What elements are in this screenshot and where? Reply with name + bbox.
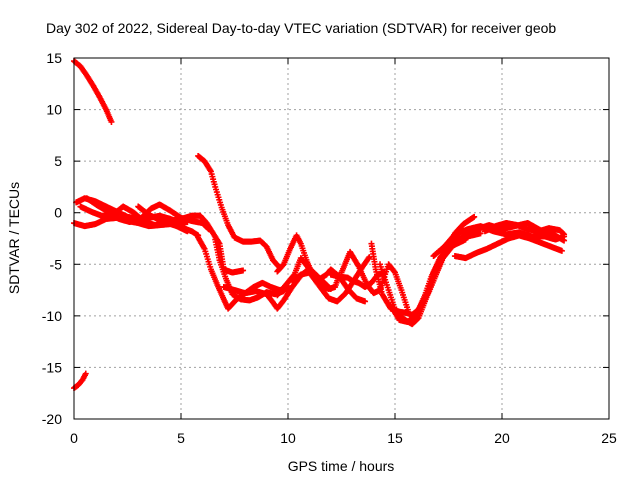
y-tick-label: -15 [42, 359, 62, 375]
plot-frame [73, 57, 610, 420]
grid-layer [74, 58, 609, 419]
x-tick-label: 5 [177, 430, 185, 446]
y-tick-label: -5 [50, 256, 63, 272]
y-tick-label: 5 [54, 153, 62, 169]
data-point [184, 228, 191, 235]
data-point [477, 230, 484, 237]
y-tick-label: -10 [42, 308, 62, 324]
series-arc-8 [195, 152, 283, 271]
x-tick-label: 20 [494, 430, 510, 446]
x-tick-label: 10 [280, 430, 296, 446]
data-point [560, 230, 567, 237]
y-tick-label: 15 [46, 50, 62, 66]
data-point [365, 255, 372, 262]
data-point [240, 267, 247, 274]
data-point [561, 237, 568, 244]
x-tick-label: 25 [601, 430, 617, 446]
data-point [471, 213, 478, 220]
tick-layer: 0 5 10 15 20 25 -20 -15 -10 -5 0 5 10 15 [42, 50, 617, 446]
data-point [561, 231, 568, 238]
y-tick-label: 0 [54, 205, 62, 221]
series-arc-9 [195, 234, 291, 312]
data-point [362, 298, 369, 305]
y-axis-label: SDTVAR / TECUs [6, 182, 22, 294]
data-point [108, 118, 115, 125]
data-layer [71, 58, 568, 392]
data-point [558, 247, 565, 254]
y-tick-label: -20 [42, 411, 62, 427]
x-axis-label: GPS time / hours [288, 458, 395, 474]
chart-title: Day 302 of 2022, Sidereal Day-to-day VTE… [46, 20, 556, 36]
series-arc-23 [451, 232, 565, 262]
series-arc-1 [71, 58, 115, 125]
data-point [391, 268, 398, 275]
series-arc-24 [481, 220, 568, 238]
y-tick-label: 10 [46, 102, 62, 118]
x-tick-label: 0 [70, 430, 78, 446]
data-point [82, 370, 89, 377]
x-tick-label: 15 [387, 430, 403, 446]
series-arc-14 [274, 232, 343, 293]
